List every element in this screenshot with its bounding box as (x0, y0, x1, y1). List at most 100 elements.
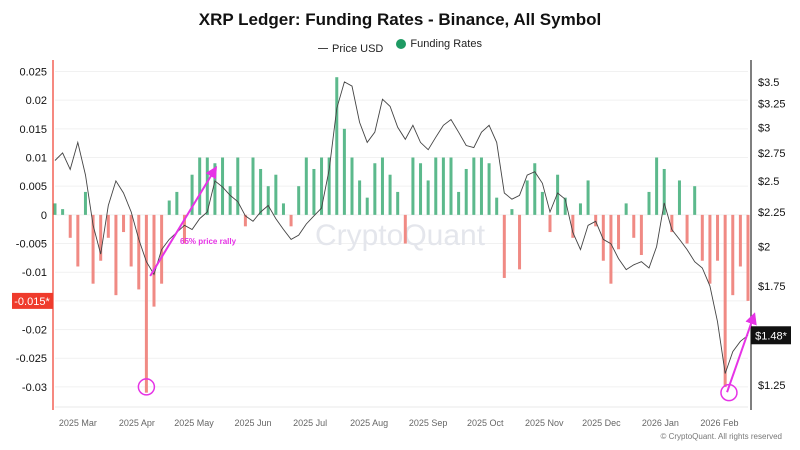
funding-bar (548, 214, 552, 233)
funding-bar (510, 209, 514, 215)
funding-bar (556, 174, 560, 215)
annotation-arrow (726, 312, 757, 393)
funding-bar (594, 214, 598, 227)
left-tick-label: 0.005 (19, 181, 47, 193)
funding-bar (198, 157, 202, 215)
x-tick-label: 2025 Aug (350, 418, 388, 428)
x-tick-label: 2025 Oct (467, 418, 504, 428)
funding-bar (327, 157, 331, 215)
funding-bar (83, 191, 87, 215)
annotation-circle (720, 383, 738, 402)
funding-bar (91, 214, 95, 284)
left-current-label: -0.015* (14, 296, 50, 308)
funding-bar (449, 157, 453, 215)
funding-bar (152, 214, 156, 307)
watermark: CryptoQuant (315, 219, 486, 252)
right-tick-label: $2.25 (758, 207, 786, 219)
funding-bar (106, 214, 110, 238)
annotation-circle (137, 378, 156, 396)
x-tick-label: 2025 May (174, 418, 214, 428)
funding-bar (335, 77, 339, 215)
right-tick-label: $3 (758, 122, 770, 134)
funding-bar (304, 157, 308, 215)
funding-bar (205, 157, 209, 215)
funding-bar (266, 186, 270, 215)
funding-bar (114, 214, 118, 296)
left-tick-label: 0.025 (19, 66, 47, 78)
funding-bar (662, 168, 666, 215)
legend-item-price[interactable]: Price USD (318, 43, 383, 55)
legend: Price USD Funding Rates (0, 38, 800, 55)
funding-bar (426, 180, 430, 215)
price-line (54, 81, 749, 374)
x-tick-label: 2025 Mar (59, 418, 97, 428)
funding-bar (746, 214, 750, 301)
funding-bars (53, 77, 750, 393)
right-tick-label: $3.5 (758, 77, 779, 89)
funding-bar (716, 214, 720, 261)
x-tick-label: 2025 Apr (119, 418, 155, 428)
funding-bar (342, 128, 346, 215)
funding-bar (396, 191, 400, 215)
funding-bar (655, 157, 659, 215)
funding-bar (144, 214, 148, 393)
funding-bar (365, 197, 369, 215)
x-tick-label: 2026 Jan (642, 418, 679, 428)
legend-dot-swatch (396, 39, 407, 49)
funding-bar (129, 214, 133, 267)
funding-bar (182, 214, 186, 244)
funding-bar (632, 214, 636, 238)
funding-bar (76, 214, 80, 267)
funding-bar (533, 163, 537, 215)
funding-bar (563, 197, 567, 215)
funding-bar (677, 180, 681, 215)
funding-bar (601, 214, 605, 261)
funding-bar (53, 203, 57, 215)
funding-bar (487, 163, 491, 215)
funding-bar (236, 157, 240, 215)
funding-bar (586, 180, 590, 215)
x-tick-label: 2025 Sep (409, 418, 448, 428)
funding-bar (434, 157, 438, 215)
funding-bar (441, 157, 445, 215)
funding-bar (358, 180, 362, 215)
annotations: 65% price rally (137, 165, 757, 402)
axes: 0.025 0.02 0.015 0.01 0.005 0 -0.005 -0.01 -0.02… (12, 60, 791, 428)
funding-bar (639, 214, 643, 256)
funding-bar (540, 191, 544, 215)
right-current-badge (751, 326, 791, 345)
funding-bar (411, 157, 415, 215)
chart-title: XRP Ledger: Funding Rates - Binance, All… (198, 10, 602, 29)
funding-bar (617, 214, 621, 250)
funding-bar (693, 186, 697, 215)
funding-bar (243, 214, 247, 227)
left-tick-label: 0 (41, 210, 47, 222)
funding-bar (472, 157, 476, 215)
right-tick-label: $3.25 (758, 99, 786, 111)
legend-line-swatch (318, 48, 329, 49)
annotation-arrow (149, 165, 217, 277)
funding-bar (274, 174, 278, 215)
x-tick-label: 2025 Jun (234, 418, 271, 428)
funding-bar (61, 209, 65, 215)
x-tick-label: 2025 Jul (293, 418, 327, 428)
gridlines (55, 70, 748, 388)
funding-bar (464, 168, 468, 215)
funding-bar (221, 157, 225, 215)
funding-bar (380, 157, 384, 215)
legend-item-funding[interactable]: Funding Rates (396, 38, 482, 50)
funding-bar (388, 174, 392, 215)
funding-bar (518, 214, 522, 270)
left-tick-label: 0.015 (19, 124, 47, 136)
funding-bar (350, 157, 354, 215)
right-current-label: $1.48* (755, 330, 788, 342)
funding-bar (228, 186, 232, 215)
funding-bar (723, 214, 727, 387)
funding-bar (495, 197, 499, 215)
right-tick-label: $2 (758, 242, 770, 254)
left-current-badge (12, 292, 53, 309)
funding-bar (68, 214, 72, 238)
right-tick-label: $1.25 (758, 380, 786, 392)
funding-bar (297, 186, 301, 215)
left-tick-label: -0.03 (22, 382, 47, 394)
